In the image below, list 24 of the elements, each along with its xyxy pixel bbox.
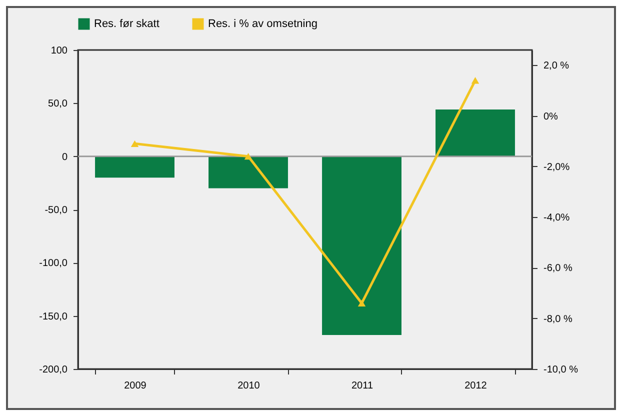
x-tick-label: 2011: [351, 380, 374, 392]
point: [244, 152, 252, 160]
point: [130, 140, 139, 148]
y2-tick-label: 0%: [544, 111, 558, 122]
x-tick-label: 2012: [464, 380, 488, 392]
y2-tick-label: 2,0 %: [544, 60, 570, 72]
y-tick-label: 0: [62, 152, 68, 163]
y2-tick-label: -6,0 %: [544, 263, 573, 274]
legend-label: Res. før skatt: [94, 18, 160, 30]
x-tick-label: 2009: [124, 380, 147, 392]
y-tick-label: 50,0: [48, 98, 68, 110]
y-tick-label: -150,0: [39, 311, 68, 322]
x-tick-label: 2010: [238, 380, 260, 392]
legend-label: Res. i % av omsetning: [208, 18, 318, 30]
y2-tick-label: -2,0%: [544, 162, 570, 173]
y2-tick-label: -4,0%: [544, 212, 570, 224]
y-tick-label: -200,0: [39, 364, 68, 376]
y-tick-label: 100: [50, 46, 68, 56]
point: [358, 300, 366, 307]
y2-tick-label: -10,0 %: [544, 364, 578, 376]
point: [471, 77, 480, 84]
y-tick-label: -100,0: [39, 258, 68, 270]
y2-tick-label: -8,0 %: [544, 314, 573, 325]
y-tick-label: -50,0: [44, 205, 68, 216]
